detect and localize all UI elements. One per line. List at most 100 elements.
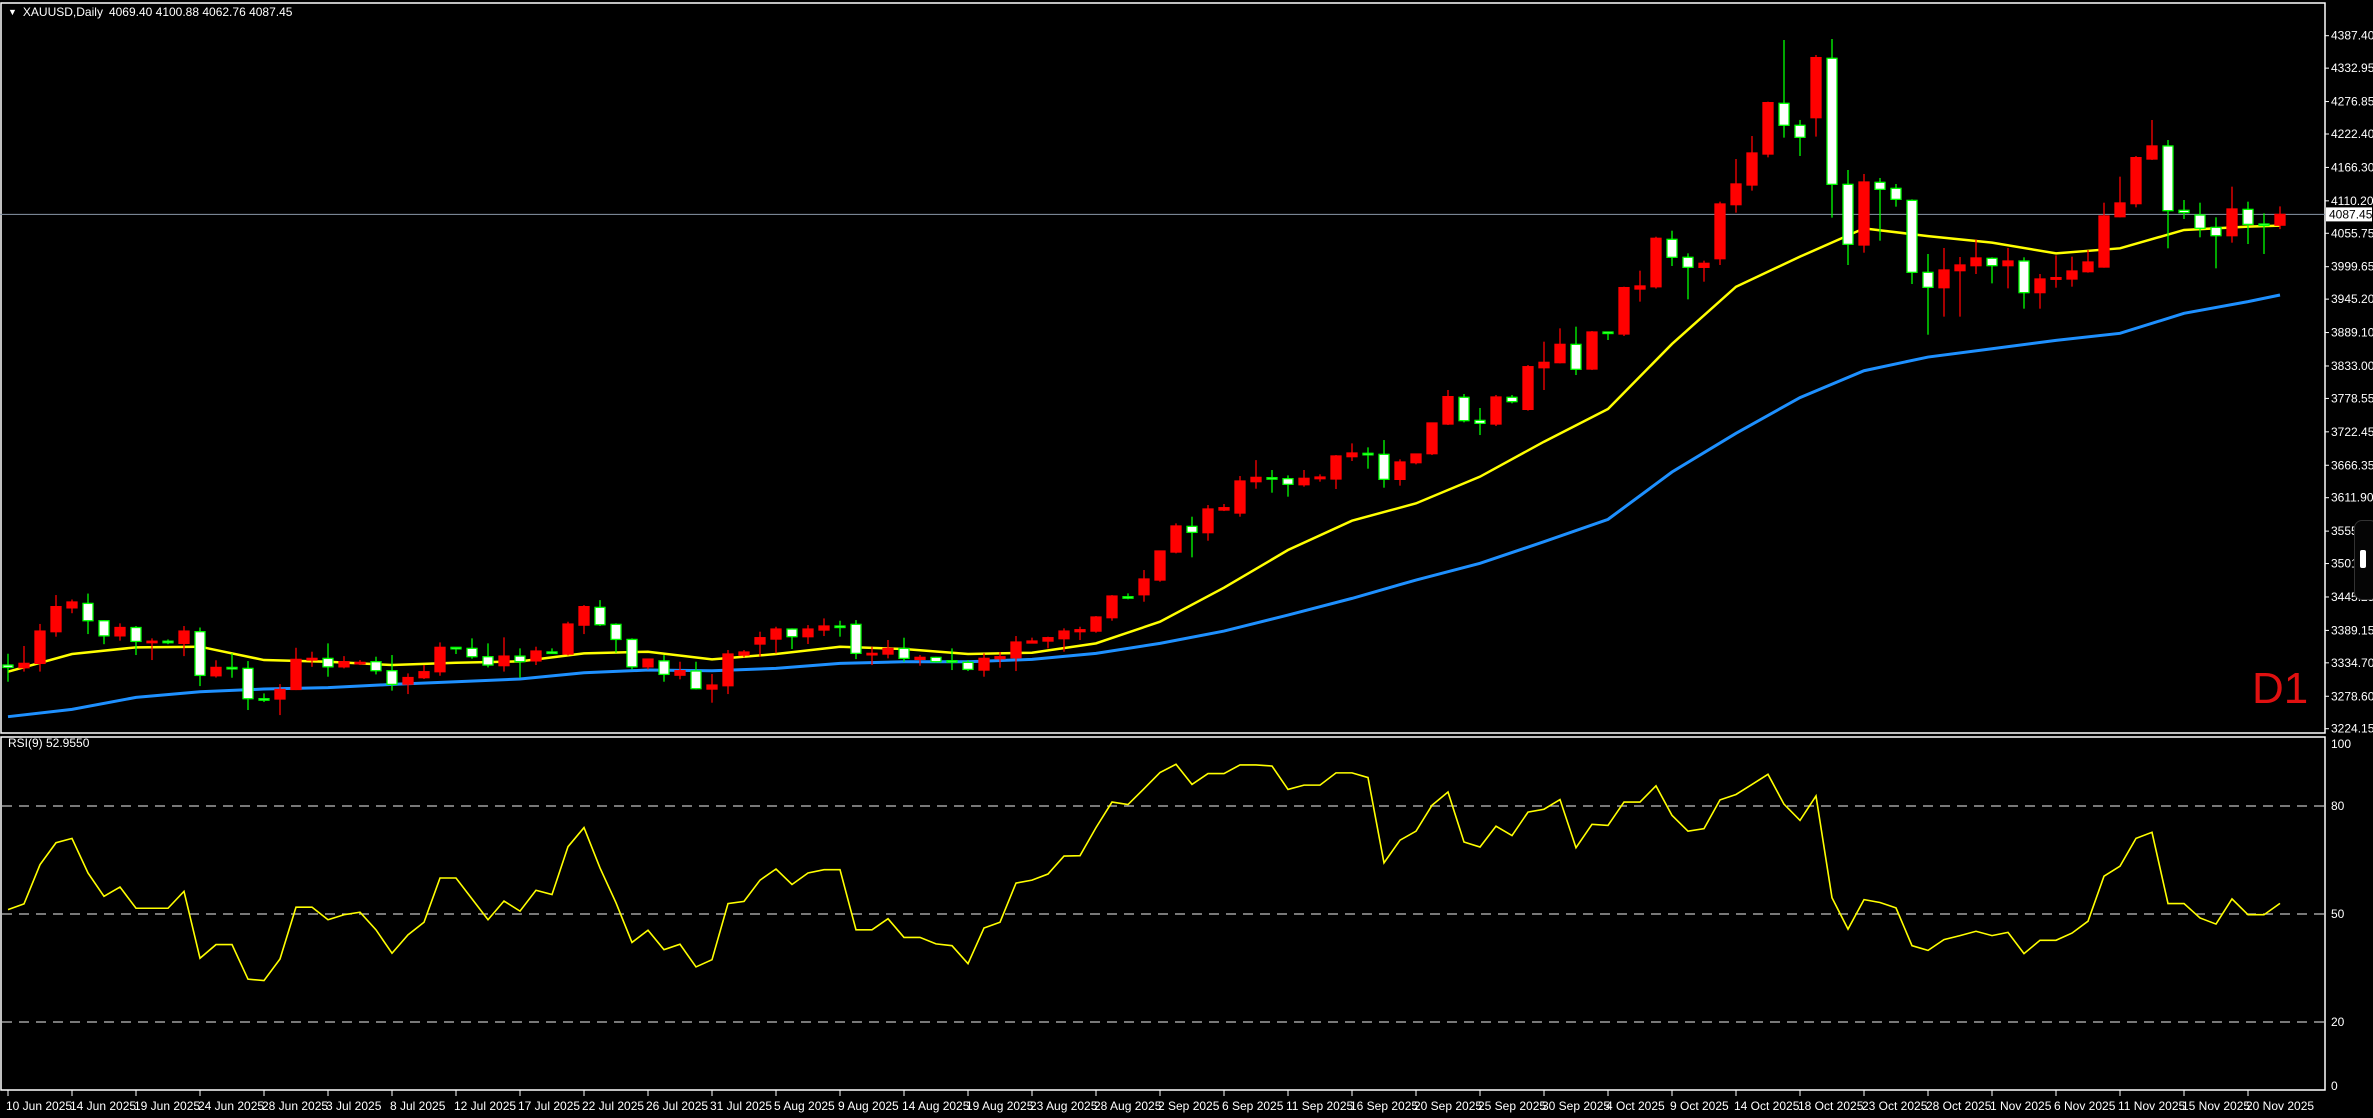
candle-body — [2274, 213, 2286, 226]
candle-bullish — [306, 651, 318, 667]
candle-body — [978, 657, 990, 671]
date-label: 25 Sep 2025 — [1478, 1099, 1546, 1113]
date-label: 28 Jun 2025 — [262, 1099, 328, 1113]
candle-body — [402, 676, 414, 685]
candle-body — [498, 655, 510, 667]
candle-body — [178, 630, 190, 645]
candle-body — [1986, 257, 1998, 267]
candle-body — [786, 628, 798, 638]
candle-bearish — [98, 620, 110, 645]
candle-bullish — [562, 621, 574, 656]
candle-bullish — [1138, 570, 1150, 602]
candle-bearish — [946, 648, 958, 671]
candle-body — [418, 671, 430, 679]
candle-body — [674, 670, 686, 676]
date-label: 6 Nov 2025 — [2054, 1099, 2116, 1113]
price-label: 4110.20 — [2331, 194, 2373, 208]
price-label: 4055.75 — [2331, 226, 2373, 240]
date-label: 6 Sep 2025 — [1222, 1099, 1284, 1113]
candle-bullish — [866, 646, 878, 666]
date-label: 1 Nov 2025 — [1990, 1099, 2052, 1113]
candle-body — [1266, 477, 1278, 480]
candle-body — [1298, 477, 1310, 486]
candle-bullish — [706, 673, 718, 703]
chart-shift-handle[interactable] — [2354, 520, 2373, 600]
date-label: 16 Sep 2025 — [1350, 1099, 1418, 1113]
candle-bullish — [2034, 273, 2046, 309]
candle-bearish — [242, 661, 254, 711]
candle-bullish — [1634, 270, 1646, 302]
candle-body — [1522, 366, 1534, 411]
candle-body — [482, 656, 494, 666]
candle-bearish — [370, 656, 382, 675]
candle-bullish — [498, 637, 510, 672]
candle-body — [578, 606, 590, 626]
price-label: 3999.65 — [2331, 260, 2373, 274]
candle-bearish — [786, 628, 798, 650]
candle-body — [450, 646, 462, 650]
rsi-axis: 100 80 50 20 0 — [2331, 737, 2351, 1093]
candle-bearish — [594, 600, 606, 627]
candle-body — [2114, 202, 2126, 218]
candle-bullish — [50, 595, 62, 637]
date-label: 28 Oct 2025 — [1926, 1099, 1992, 1113]
candle-bullish — [1490, 394, 1502, 427]
candle-body — [370, 661, 382, 672]
candle-bearish — [1602, 331, 1614, 341]
candle-body — [690, 670, 702, 690]
price-label: 4276.85 — [2331, 95, 2373, 109]
candle-body — [2130, 156, 2142, 205]
candle-body — [194, 631, 206, 677]
candle-bearish — [626, 638, 638, 670]
candle-bullish — [1410, 453, 1422, 465]
candle-body — [1362, 452, 1374, 456]
candle-body — [1506, 396, 1518, 403]
date-label: 19 Jun 2025 — [134, 1099, 200, 1113]
handle-grip-icon — [2360, 550, 2366, 568]
candle-body — [818, 625, 830, 631]
candle-bearish — [1122, 593, 1134, 600]
candle-body — [1346, 452, 1358, 458]
candle-body — [1394, 461, 1406, 481]
candle-bearish — [898, 637, 910, 662]
candle-body — [930, 656, 942, 663]
candle-bearish — [322, 643, 334, 677]
candle-body — [546, 651, 558, 655]
date-label: 31 Jul 2025 — [710, 1099, 772, 1113]
candle-bullish — [2114, 176, 2126, 218]
candle-bearish — [1906, 199, 1918, 285]
candle-bullish — [1010, 636, 1022, 672]
collapse-triangle-icon[interactable]: ▼ — [8, 7, 17, 17]
candle-body — [1554, 343, 1566, 364]
candle-bullish — [1106, 595, 1118, 621]
price-label: 4222.40 — [2331, 127, 2373, 141]
candle-bearish — [386, 655, 398, 691]
candle-body — [226, 666, 238, 670]
candle-bearish — [2258, 213, 2270, 254]
candle-bearish — [1282, 475, 1294, 497]
candle-bearish — [162, 639, 174, 645]
candle-body — [1842, 183, 1854, 245]
candle-body — [1250, 476, 1262, 483]
candle-body — [146, 640, 158, 644]
candle-bearish — [1682, 253, 1694, 300]
moving-average-slow-line — [7, 293, 2281, 719]
price-axis[interactable]: 4387.40 4332.95 4276.85 4222.40 4166.30 4110.… — [2325, 29, 2373, 736]
candle-body — [1154, 550, 1166, 581]
candle-bullish — [994, 651, 1006, 668]
candle-bearish — [1266, 469, 1278, 493]
candle-body — [1810, 56, 1822, 119]
candle-bullish — [1954, 257, 1966, 317]
candle-body — [114, 626, 126, 637]
candle-body — [1682, 256, 1694, 268]
candle-body — [1058, 630, 1070, 640]
candle-bullish — [1218, 504, 1230, 512]
candle-body — [1746, 152, 1758, 186]
candle-bullish — [2002, 247, 2014, 289]
candle-body — [1874, 181, 1886, 190]
candle-bearish — [82, 593, 94, 635]
candle-bullish — [914, 655, 926, 666]
candle-bullish — [1746, 136, 1758, 191]
